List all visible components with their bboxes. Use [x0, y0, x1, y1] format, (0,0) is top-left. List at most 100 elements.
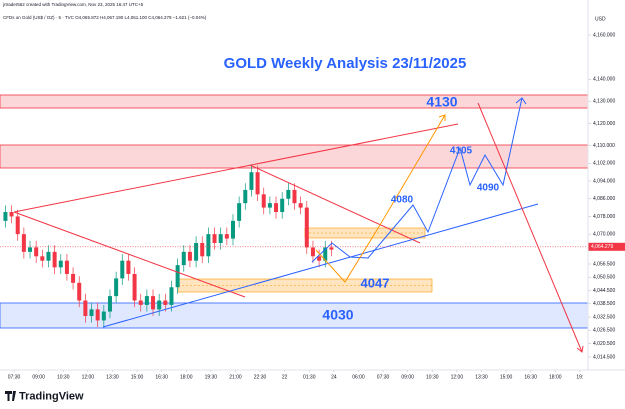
candle-body: [224, 234, 229, 239]
x-tick-label: 13:30: [106, 374, 119, 380]
candle-body: [46, 251, 51, 261]
y-tick-label: 4,032.500: [593, 314, 615, 320]
candle-body: [144, 296, 149, 305]
candle-body: [181, 251, 186, 266]
chart-title: GOLD Weekly Analysis 23/11/2025: [224, 55, 467, 72]
candle-body: [194, 242, 199, 261]
y-tick-label: 4,038.500: [593, 301, 615, 307]
y-tick-label: 4,056.500: [593, 261, 615, 267]
candle-body: [71, 273, 76, 283]
x-tick-label: 15:00: [131, 374, 144, 380]
x-tick-label: 01:30: [303, 374, 316, 380]
candle-body: [157, 300, 162, 310]
y-tick-label: 4,130.000: [593, 99, 615, 105]
candle-body: [280, 198, 285, 213]
candle-body: [212, 234, 217, 243]
x-tick-label: 07:30: [377, 374, 390, 380]
annotation: 4047: [361, 275, 390, 290]
x-tick-label: 15:00: [500, 374, 513, 380]
currency: USD: [595, 16, 606, 22]
x-tick-label: 06:00: [352, 374, 365, 380]
candle-body: [151, 296, 156, 310]
x-tick-label: 09:00: [32, 374, 45, 380]
candle-body: [15, 216, 20, 235]
candle-body: [317, 256, 322, 261]
candle-body: [230, 220, 235, 239]
x-tick-label: 09:00: [401, 374, 414, 380]
y-tick-label: 4,026.500: [593, 328, 615, 334]
candle-body: [40, 256, 45, 261]
trendline: [102, 203, 539, 328]
footer: [0, 385, 625, 409]
y-tick-label: 4,102.000: [593, 161, 615, 167]
candle-body: [107, 296, 112, 312]
annotation: 4080: [391, 195, 414, 206]
x-tick-label: 22:30: [254, 374, 267, 380]
candle-body: [329, 247, 334, 250]
candle-body: [249, 172, 254, 190]
price-tag: [588, 242, 625, 251]
support-zone: [0, 302, 589, 329]
candle-body: [261, 194, 266, 208]
projection-path: [311, 97, 523, 263]
x-tick-label: 19:: [576, 374, 583, 380]
candle-body: [286, 189, 291, 199]
candle-body: [237, 203, 242, 221]
y-tick-label: 4,020.500: [593, 341, 615, 347]
candle-body: [187, 251, 192, 261]
candle-body: [34, 247, 39, 257]
candle-body: [304, 207, 309, 248]
logo: TradingView: [19, 390, 84, 402]
candle-body: [3, 212, 8, 221]
header: jrtrader562 created with TradingView.com…: [2, 2, 144, 7]
x-tick-label: 10:30: [57, 374, 70, 380]
candle-body: [298, 203, 303, 208]
x-tick-label: 21:00: [229, 374, 242, 380]
y-tick-label: 4,094.000: [593, 178, 615, 184]
candle-body: [138, 300, 143, 305]
candle-body: [95, 309, 100, 321]
price-label: 4,064.279: [591, 244, 613, 250]
candles: [3, 165, 334, 328]
candle-body: [292, 189, 297, 204]
arrow-head: [438, 114, 446, 121]
y-tick-label: 4,120.000: [593, 121, 615, 127]
y-tick-label: 4,078.000: [593, 214, 615, 220]
candle-body: [206, 234, 211, 257]
resistance-zone: [0, 94, 589, 109]
candle-body: [120, 260, 125, 279]
x-tick-label: 12:00: [451, 374, 464, 380]
x-tick-label: 16:30: [524, 374, 537, 380]
annotation: 4130: [426, 94, 457, 110]
x-tick-label: 12:00: [82, 374, 95, 380]
projection-path: [315, 114, 446, 283]
y-tick-label: 4,086.000: [593, 196, 615, 202]
x-tick-label: 13:30: [475, 374, 488, 380]
candle-body: [267, 203, 272, 208]
x-tick-label: 19:30: [205, 374, 218, 380]
x-tick-label: 18:00: [180, 374, 193, 380]
y-tick-label: 4,110.000: [593, 143, 615, 149]
candle-body: [163, 300, 168, 305]
trendline: [13, 123, 459, 213]
trendline: [13, 211, 246, 298]
annotation: 4090: [477, 183, 500, 194]
y-tick-label: 4,050.500: [593, 275, 615, 281]
x-tick-label: 18:00: [549, 374, 562, 380]
logo-icon: [5, 391, 16, 401]
candle-body: [243, 189, 248, 204]
x-tick-label: 22: [282, 374, 288, 380]
candle-body: [114, 278, 119, 297]
arrow-head: [576, 345, 584, 353]
y-tick-label: 4,140.000: [593, 77, 615, 83]
arrow-head: [515, 97, 527, 105]
annotation: 4030: [322, 307, 353, 323]
y-tick-label: 4,160.000: [593, 32, 615, 38]
y-tick-label: 4,070.000: [593, 231, 615, 237]
annotation: 4105: [450, 146, 473, 157]
x-tick-label: 16:30: [155, 374, 168, 380]
candle-body: [21, 234, 26, 252]
candle-body: [200, 242, 205, 257]
x-tick-label: 07:30: [8, 374, 21, 380]
